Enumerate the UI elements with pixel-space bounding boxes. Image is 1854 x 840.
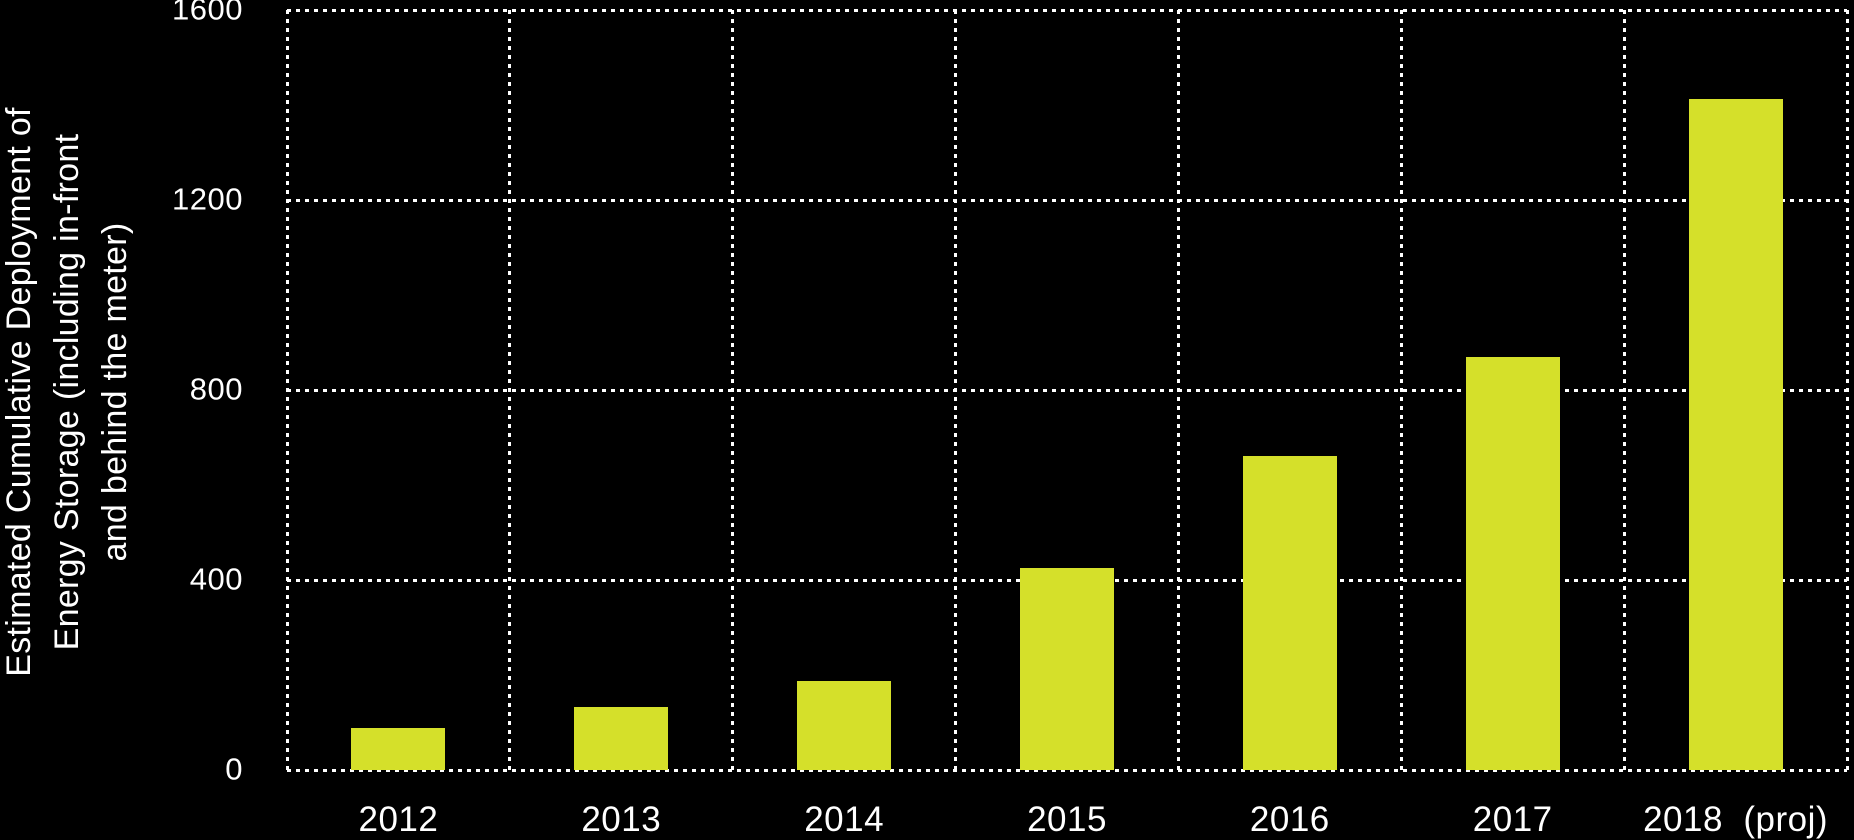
gridline-vertical <box>1176 10 1180 770</box>
bar-2018 <box>1688 99 1783 770</box>
bar-2015 <box>1020 568 1114 770</box>
gridline-horizontal <box>287 8 1847 12</box>
gridline-vertical <box>954 10 958 770</box>
bar-2014 <box>797 680 892 770</box>
bar-2016 <box>1242 455 1337 770</box>
x-tick-label-2017: 2017 <box>1472 800 1553 839</box>
x-tick-label-2016: 2016 <box>1249 800 1330 839</box>
bar-2012 <box>351 728 446 770</box>
x-tick-label-2013: 2013 <box>581 800 662 839</box>
gridline-vertical <box>1622 10 1626 770</box>
gridline-vertical <box>285 10 289 770</box>
gridline-vertical <box>1845 10 1849 770</box>
x-tick-label-2014: 2014 <box>804 800 885 839</box>
x-tick-label-2018: 2018 (proj) <box>1643 800 1829 839</box>
bar-2013 <box>574 706 669 770</box>
bar-2017 <box>1465 357 1560 770</box>
y-tick-label: 1600 <box>172 0 243 27</box>
gridline-horizontal <box>287 768 1847 772</box>
x-tick-label-2012: 2012 <box>358 800 439 839</box>
gridline-horizontal <box>287 198 1847 202</box>
x-tick-label-2015: 2015 <box>1027 800 1107 839</box>
gridline-vertical <box>1399 10 1403 770</box>
gridline-vertical <box>508 10 512 770</box>
gridline-vertical <box>731 10 735 770</box>
gridline-horizontal <box>287 388 1847 392</box>
y-tick-label: 0 <box>225 751 243 787</box>
y-tick-label: 1200 <box>172 181 243 217</box>
y-tick-label: 800 <box>189 371 243 407</box>
y-tick-label: 400 <box>189 561 243 597</box>
